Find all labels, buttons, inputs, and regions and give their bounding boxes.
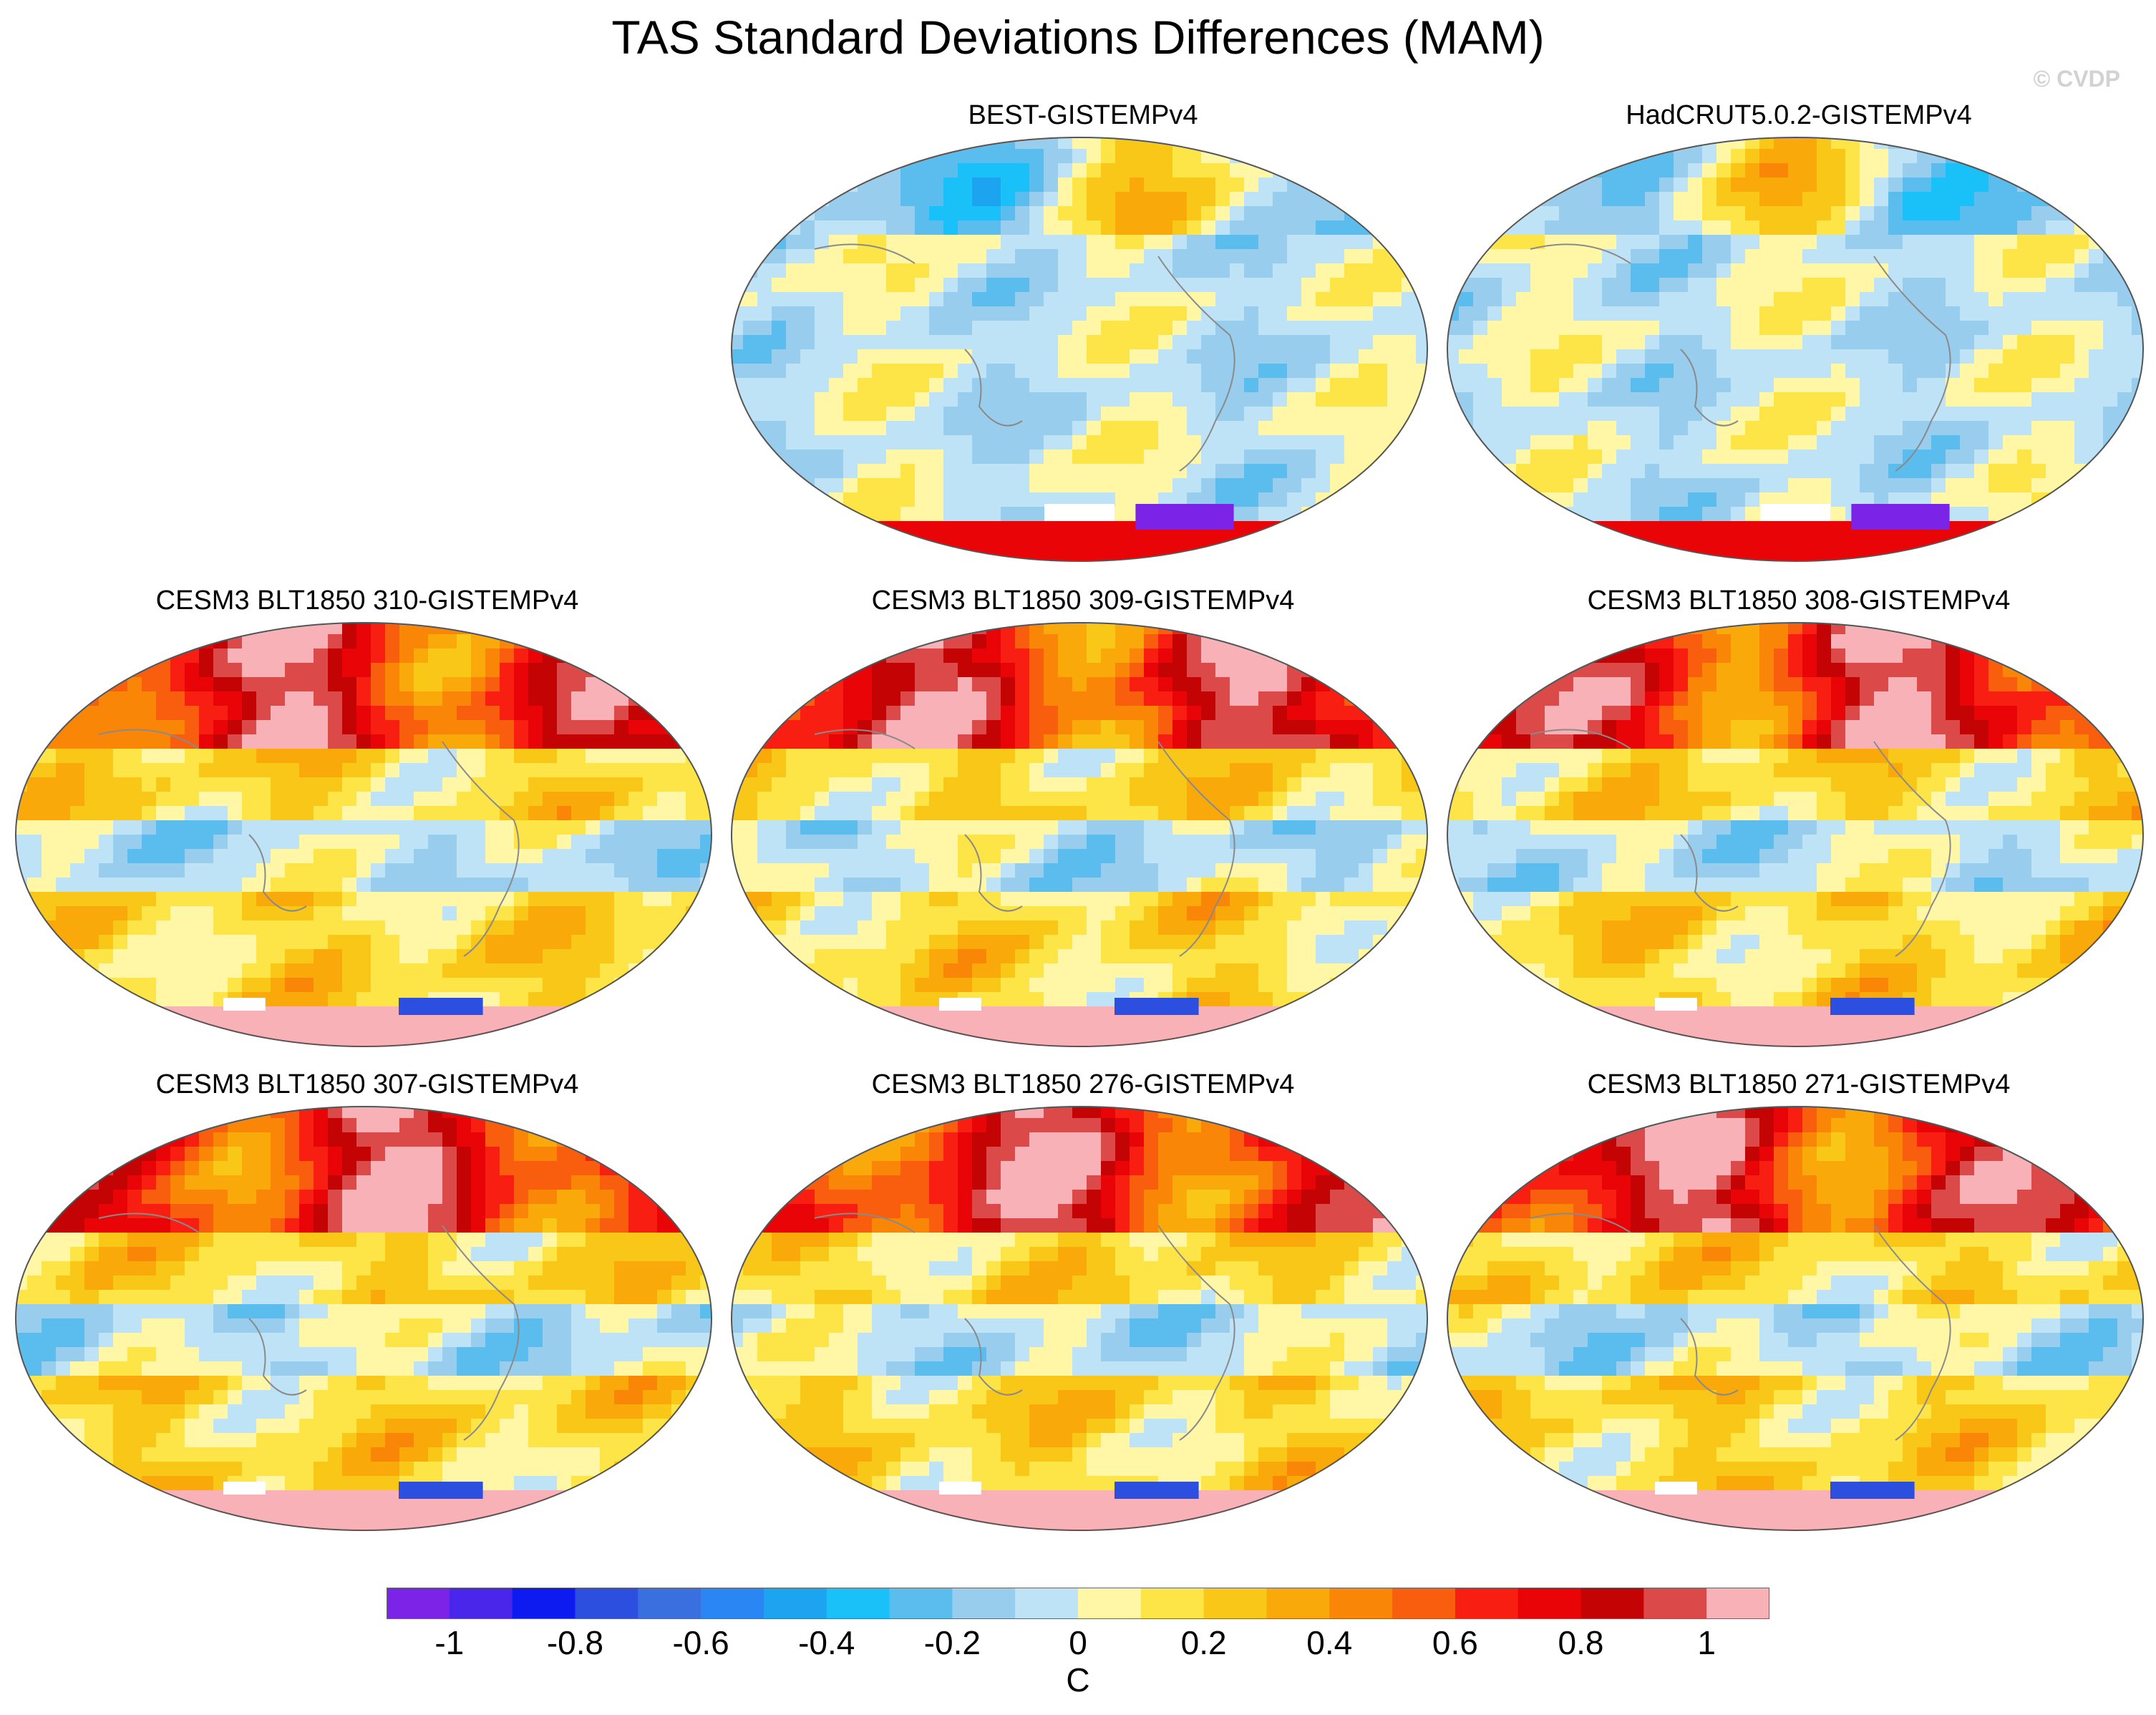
colorbar-swatch xyxy=(889,1588,953,1619)
map-m309 xyxy=(731,622,1428,1047)
panel-title: CESM3 BLT1850 307-GISTEMPv4 xyxy=(155,1069,579,1099)
map-m308 xyxy=(1447,622,2144,1047)
map-panel-best: BEST-GISTEMPv4 xyxy=(729,100,1437,565)
colorbar-swatch xyxy=(1455,1588,1519,1619)
colorbar-swatch xyxy=(1580,1588,1644,1619)
colorbar-swatch xyxy=(701,1588,764,1619)
colorbar-swatch xyxy=(638,1588,701,1619)
map-m310 xyxy=(15,622,712,1047)
colorbar-swatch xyxy=(763,1588,827,1619)
colorbar-tick-label: -0.2 xyxy=(923,1624,981,1661)
colorbar-swatch xyxy=(575,1588,638,1619)
map-panel-m310: CESM3 BLT1850 310-GISTEMPv4 xyxy=(13,586,722,1051)
colorbar-swatch xyxy=(1015,1588,1079,1619)
map-m307 xyxy=(15,1106,712,1531)
colorbar-tick-label: 0 xyxy=(1069,1624,1087,1661)
map-panel-m276: CESM3 BLT1850 276-GISTEMPv4 xyxy=(729,1069,1437,1535)
colorbar-swatch xyxy=(952,1588,1016,1619)
colorbar-swatch xyxy=(1203,1588,1267,1619)
colorbar-swatch xyxy=(387,1588,450,1619)
panel-title: CESM3 BLT1850 308-GISTEMPv4 xyxy=(1587,586,2011,616)
panel-title: HadCRUT5.0.2-GISTEMPv4 xyxy=(1626,100,1972,130)
colorbar-tick-label: -0.6 xyxy=(672,1624,729,1661)
colorbar-swatch xyxy=(1140,1588,1205,1619)
colorbar-swatch xyxy=(512,1588,576,1619)
colorbar-tick-label: 1 xyxy=(1697,1624,1716,1661)
panel-title: CESM3 BLT1850 309-GISTEMPv4 xyxy=(871,586,1295,616)
figure-title: TAS Standard Deviations Differences (MAM… xyxy=(611,11,1545,64)
colorbar-swatch xyxy=(1266,1588,1330,1619)
colorbar-tick-label: 0.4 xyxy=(1306,1624,1353,1661)
colorbar-swatch xyxy=(1643,1588,1707,1619)
map-best xyxy=(731,137,1428,562)
map-m271 xyxy=(1447,1106,2144,1531)
panel-title: CESM3 BLT1850 310-GISTEMPv4 xyxy=(155,586,579,616)
map-m276 xyxy=(731,1106,1428,1531)
colorbar-tick-label: 0.6 xyxy=(1432,1624,1478,1661)
panel-title: CESM3 BLT1850 276-GISTEMPv4 xyxy=(871,1069,1295,1099)
colorbar-tick-label: 0.8 xyxy=(1558,1624,1604,1661)
panel-title: CESM3 BLT1850 271-GISTEMPv4 xyxy=(1587,1069,2011,1099)
colorbar-units: C xyxy=(1066,1661,1090,1699)
colorbar-tick-label: -0.8 xyxy=(546,1624,604,1661)
colorbar-swatch xyxy=(826,1588,890,1619)
map-panel-m308: CESM3 BLT1850 308-GISTEMPv4 xyxy=(1444,586,2153,1051)
colorbar-swatch xyxy=(1329,1588,1393,1619)
colorbar xyxy=(387,1588,1769,1619)
map-panel-m271: CESM3 BLT1850 271-GISTEMPv4 xyxy=(1444,1069,2153,1535)
map-had xyxy=(1447,137,2144,562)
cvdp-watermark: © CVDP xyxy=(2033,66,2120,92)
colorbar-tick-label: -0.4 xyxy=(798,1624,855,1661)
colorbar-swatch xyxy=(449,1588,513,1619)
map-panel-m309: CESM3 BLT1850 309-GISTEMPv4 xyxy=(729,586,1437,1051)
colorbar-swatch xyxy=(1392,1588,1456,1619)
colorbar-swatch xyxy=(1518,1588,1582,1619)
panel-title: BEST-GISTEMPv4 xyxy=(968,100,1198,130)
colorbar-swatch xyxy=(1078,1588,1142,1619)
map-panel-m307: CESM3 BLT1850 307-GISTEMPv4 xyxy=(13,1069,722,1535)
map-panel-had: HadCRUT5.0.2-GISTEMPv4 xyxy=(1444,100,2153,565)
colorbar-ticks: -1 -0.8 -0.6 -0.4 -0.2 0 0.2 0.4 0.6 0.8 1 xyxy=(0,1623,2156,1666)
colorbar-swatch xyxy=(1706,1588,1769,1619)
colorbar-tick-label: -1 xyxy=(434,1624,465,1661)
colorbar-tick-label: 0.2 xyxy=(1180,1624,1227,1661)
